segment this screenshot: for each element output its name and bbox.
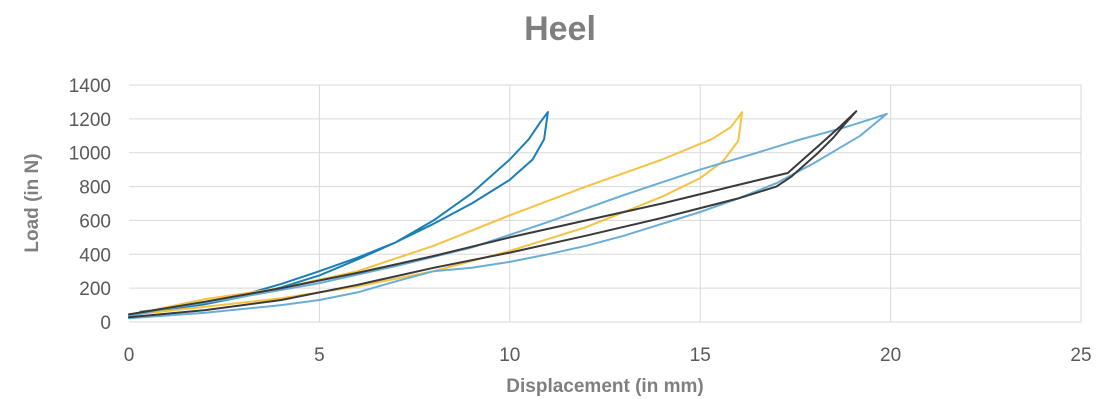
x-tick-label: 0 xyxy=(124,345,135,366)
y-tick-label: 1200 xyxy=(69,110,111,131)
series-line-2 xyxy=(139,111,744,315)
series-line-4 xyxy=(128,110,858,319)
x-tick-label: 10 xyxy=(499,345,520,366)
y-tick-label: 200 xyxy=(79,279,111,300)
chart-title: Heel xyxy=(524,10,596,48)
y-tick-label: 0 xyxy=(100,313,111,334)
x-tick-labels: 0 5 10 15 20 25 xyxy=(124,345,1092,366)
y-tick-label: 1400 xyxy=(69,76,111,97)
y-tick-labels: 0 200 400 600 800 1000 1200 1400 xyxy=(69,76,111,334)
plot-series xyxy=(128,110,888,320)
x-tick-label: 25 xyxy=(1070,345,1091,366)
x-axis-label: Displacement (in mm) xyxy=(506,376,703,397)
y-tick-label: 600 xyxy=(79,211,111,232)
series-line-1 xyxy=(139,111,549,313)
x-tick-label: 5 xyxy=(314,345,325,366)
y-axis-label: Load (in N) xyxy=(22,153,43,252)
series-line-3 xyxy=(128,112,888,320)
x-tick-label: 15 xyxy=(690,345,711,366)
y-tick-label: 400 xyxy=(79,245,111,266)
x-tick-label: 20 xyxy=(880,345,901,366)
y-tick-label: 800 xyxy=(79,178,111,199)
y-tick-label: 1000 xyxy=(69,144,111,165)
